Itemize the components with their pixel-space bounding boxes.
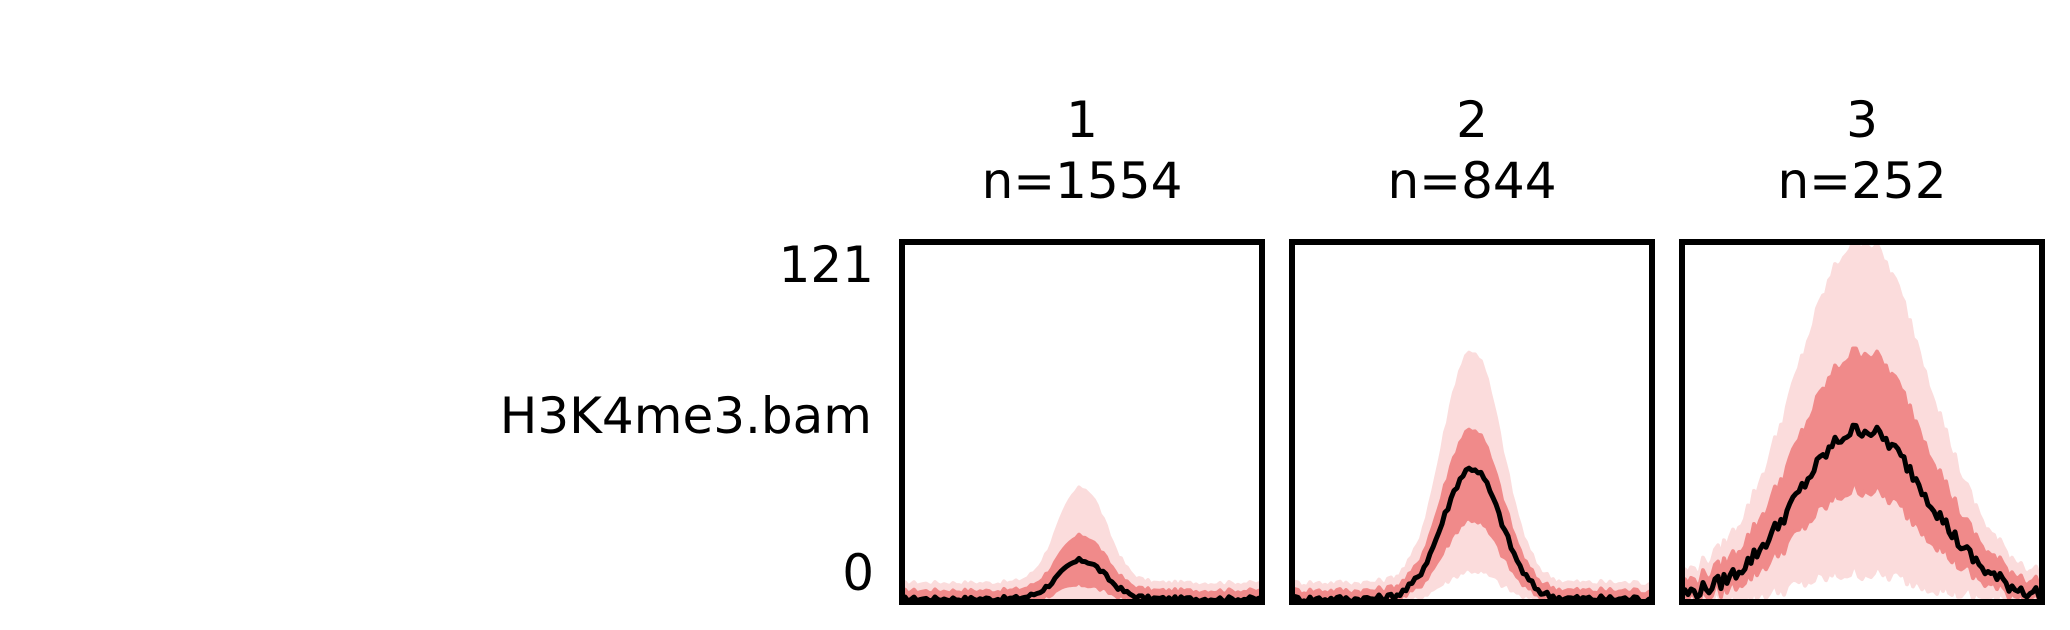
- y-tick-label-min: 0: [842, 544, 874, 602]
- panel-title-1: 1: [1066, 91, 1098, 149]
- track-label: H3K4me3.bam: [500, 387, 872, 445]
- y-tick-label-max: 121: [779, 236, 874, 294]
- panel-3: 3n=252: [1679, 91, 2045, 605]
- panel-count-1: n=1554: [982, 152, 1183, 210]
- panel-2: 2n=844: [1289, 91, 1655, 605]
- panel-frame-2: [1289, 239, 1655, 605]
- panel-frame-1: [899, 239, 1265, 605]
- panel-1: 1n=1554: [899, 91, 1265, 605]
- inner-band-2: [1290, 427, 1654, 604]
- median-line-3: [1679, 422, 2045, 600]
- panel-count-2: n=844: [1387, 152, 1556, 210]
- panel-count-3: n=252: [1777, 152, 1946, 210]
- panel-title-3: 3: [1846, 91, 1878, 149]
- panel-title-2: 2: [1456, 91, 1488, 149]
- panel-frame-3: [1679, 239, 2045, 605]
